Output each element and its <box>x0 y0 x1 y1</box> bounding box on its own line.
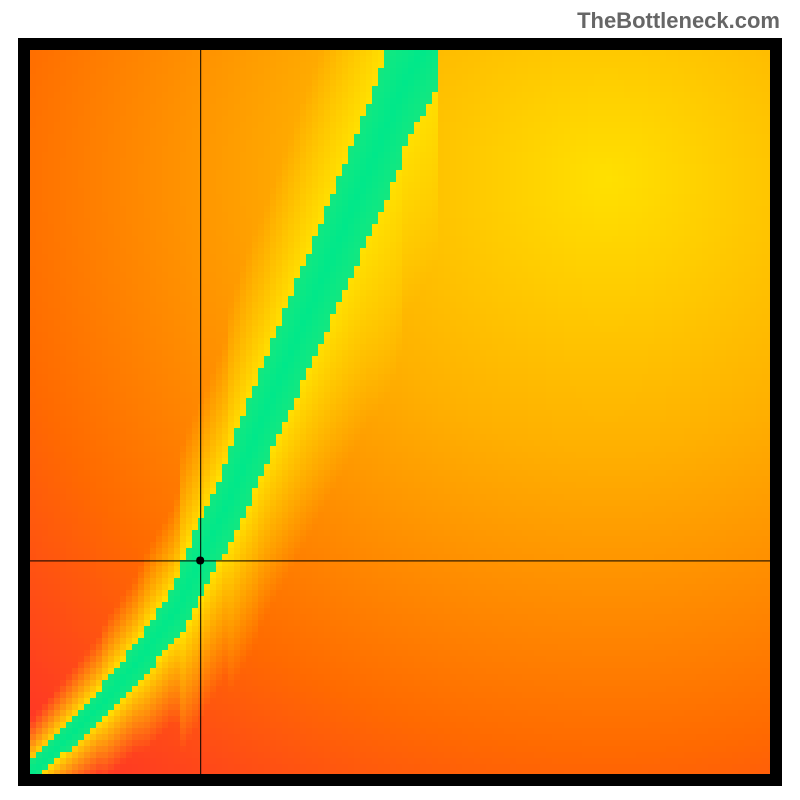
figure-container: TheBottleneck.com <box>0 0 800 800</box>
heatmap-plot <box>18 38 782 786</box>
watermark-text: TheBottleneck.com <box>577 8 780 34</box>
heatmap-canvas <box>18 38 782 786</box>
